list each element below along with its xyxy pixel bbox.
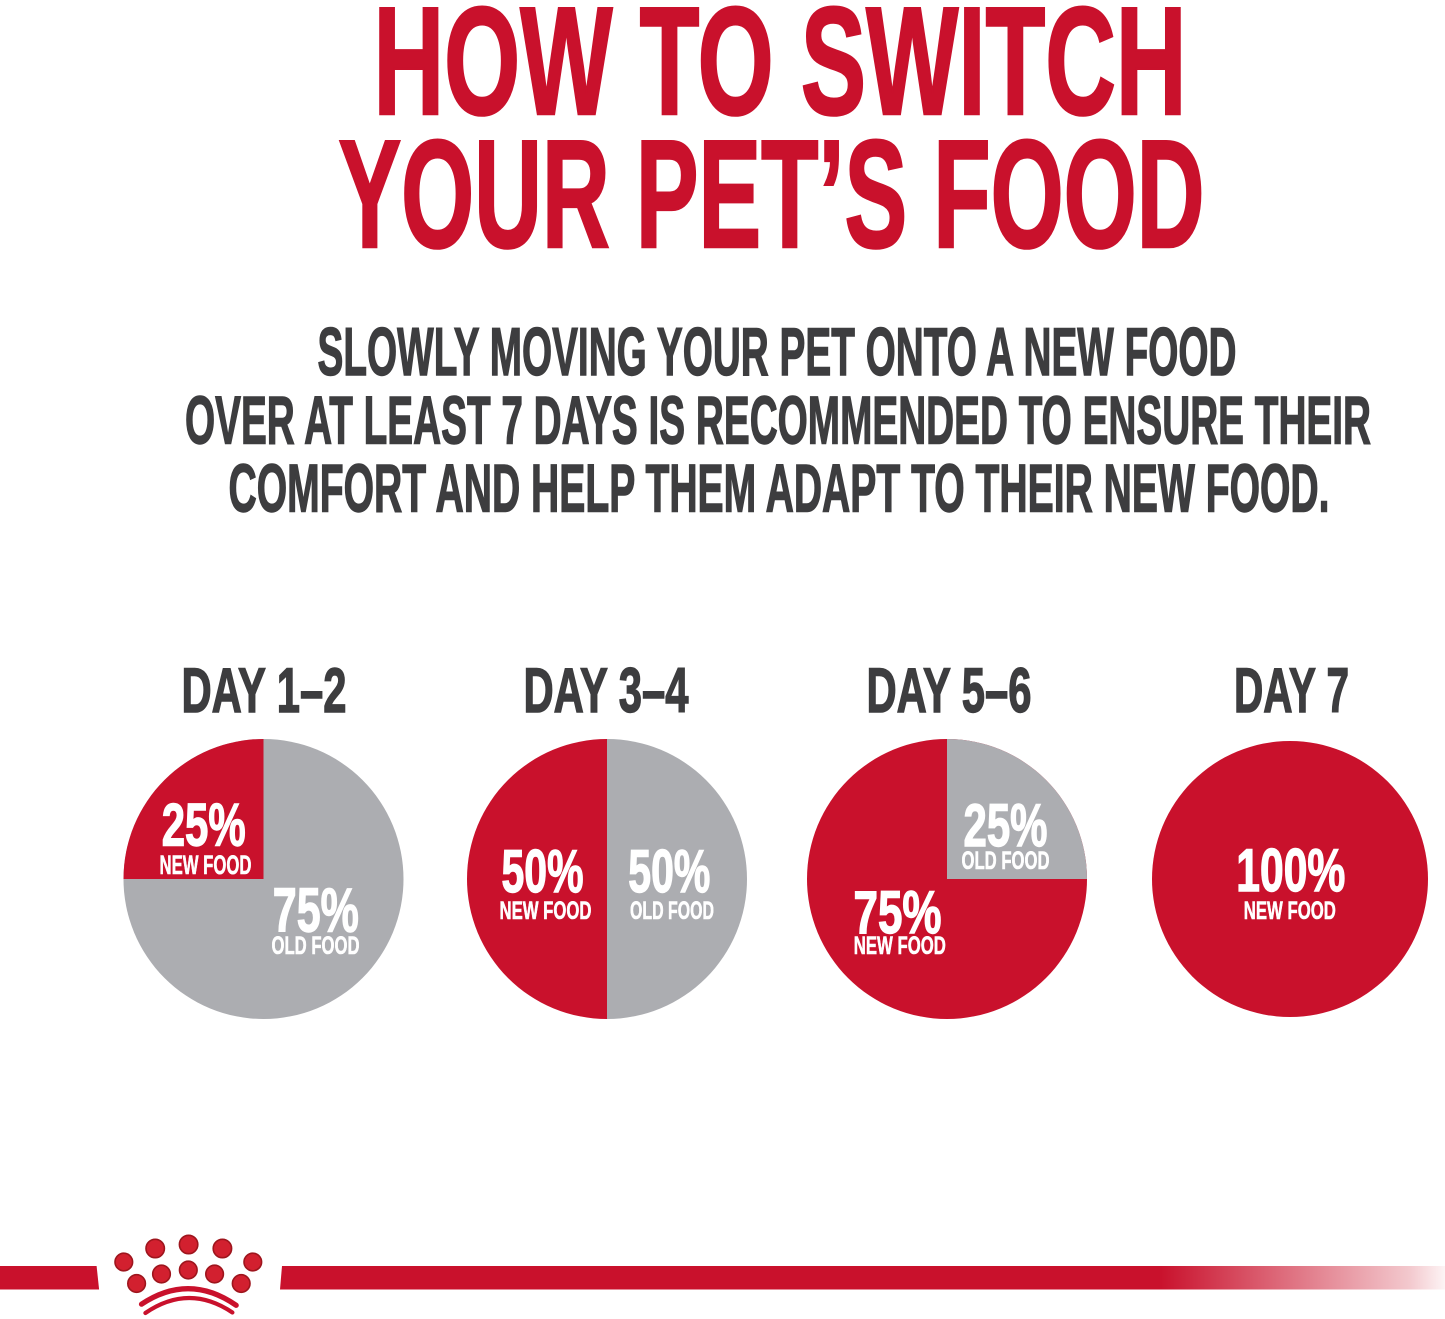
svg-text:OLD FOOD: OLD FOOD (962, 847, 1050, 875)
svg-text:HOW TO SWITCH: HOW TO SWITCH (374, 0, 1187, 147)
svg-text:NEW FOOD: NEW FOOD (160, 850, 252, 880)
svg-text:DAY 7: DAY 7 (1234, 656, 1349, 726)
svg-text:75%: 75% (273, 876, 359, 946)
svg-text:NEW FOOD: NEW FOOD (500, 897, 592, 925)
svg-text:25%: 25% (964, 792, 1048, 859)
svg-text:100%: 100% (1236, 837, 1345, 904)
svg-text:DAY 5–6: DAY 5–6 (867, 656, 1032, 726)
svg-text:SLOWLY MOVING YOUR PET ONTO A: SLOWLY MOVING YOUR PET ONTO A NEW FOOD (318, 315, 1237, 390)
svg-text:YOUR PET’S FOOD: YOUR PET’S FOOD (339, 108, 1205, 280)
svg-text:DAY 1–2: DAY 1–2 (182, 656, 347, 726)
svg-text:OVER AT LEAST 7 DAYS IS RECOMM: OVER AT LEAST 7 DAYS IS RECOMMENDED TO E… (185, 383, 1371, 458)
svg-text:25%: 25% (162, 792, 246, 859)
svg-text:75%: 75% (854, 879, 942, 946)
svg-text:OLD FOOD: OLD FOOD (630, 897, 714, 925)
svg-text:NEW FOOD: NEW FOOD (1244, 897, 1336, 925)
svg-text:NEW FOOD: NEW FOOD (854, 932, 946, 960)
svg-text:50%: 50% (502, 838, 584, 905)
svg-text:COMFORT AND HELP THEM ADAPT TO: COMFORT AND HELP THEM ADAPT TO THEIR NEW… (229, 452, 1330, 527)
svg-text:50%: 50% (628, 838, 710, 905)
svg-text:DAY 3–4: DAY 3–4 (524, 656, 689, 726)
svg-text:OLD FOOD: OLD FOOD (272, 932, 360, 960)
